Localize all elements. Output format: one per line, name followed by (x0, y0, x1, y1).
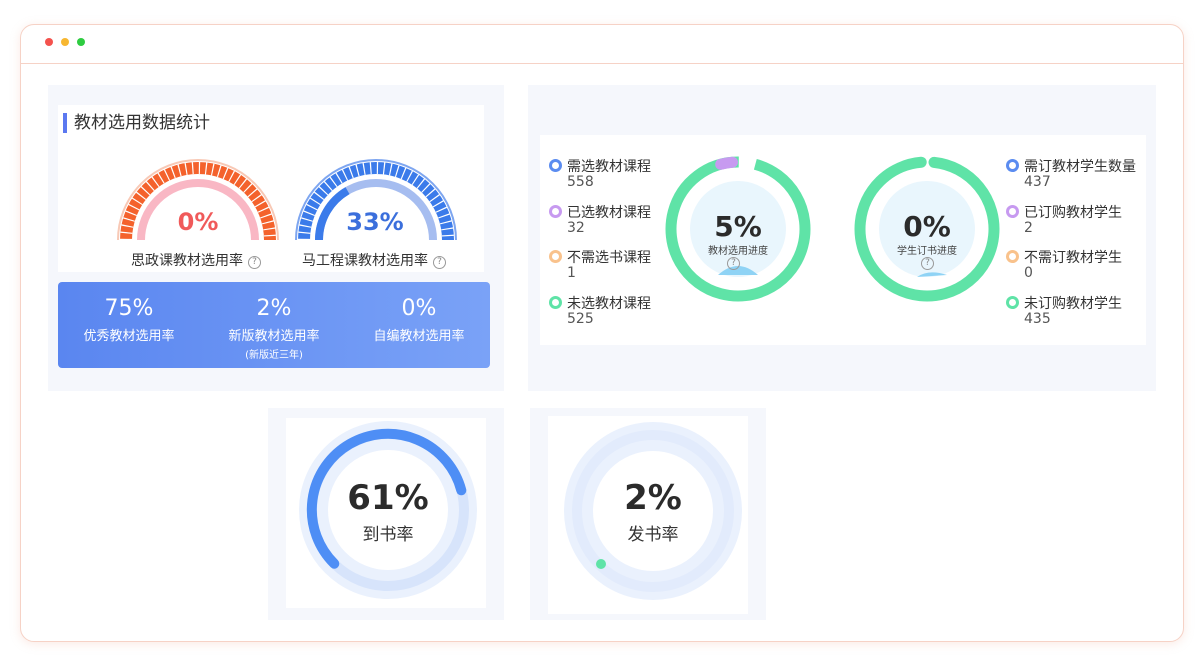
summary-bar: 75% 优秀教材选用率 2% 新版教材选用率 (新版近三年) 0% 自编教材选用… (58, 282, 490, 368)
legend-value: 437 (1024, 174, 1051, 190)
legend-label: 未订购教材学生 (1024, 295, 1122, 312)
summary-value: 0% (401, 296, 437, 321)
legend-label: 已选教材课程 (567, 204, 651, 221)
legend-value: 2 (1024, 219, 1033, 236)
gauge-magongcheng-tick-arc (298, 162, 454, 241)
legend-label: 未选教材课程 (567, 295, 651, 312)
legend-value: 0 (1024, 265, 1033, 281)
course-caption: 教材选用进度 (708, 246, 768, 257)
minimize-dot-icon[interactable] (61, 38, 69, 46)
student-donut-inner (879, 181, 975, 277)
arrival-ring-inner (328, 450, 448, 570)
legend-value: 525 (567, 310, 594, 327)
summary-label: 自编教材选用率 (373, 329, 465, 344)
course-donut-selected (665, 156, 811, 302)
summary-stat-self: 0% 自编教材选用率 (348, 296, 490, 344)
gauge-sizheng-inner-arc (137, 179, 259, 241)
student-caption: 学生订书进度 (897, 246, 957, 257)
issue-label: 发书率 (627, 525, 679, 545)
help-icon[interactable]: ? (921, 257, 934, 270)
legend-value: 558 (567, 174, 594, 190)
arrival-ring (299, 421, 477, 599)
arrival-ring-fill (306, 428, 467, 569)
gauge-magongcheng-value: 33% (346, 208, 404, 236)
student-donut-wave (917, 272, 947, 277)
issue-ring-track (572, 430, 734, 592)
student-donut (854, 156, 1000, 302)
legend-ring-icon (549, 159, 562, 172)
legend-ring-icon (549, 250, 562, 263)
gauge-sizheng-value: 0% (177, 208, 219, 236)
legend-value: 1 (567, 265, 576, 281)
help-icon[interactable]: ? (433, 256, 446, 269)
course-percent: 5% (714, 210, 762, 243)
maximize-dot-icon[interactable] (77, 38, 85, 46)
issue-percent: 2% (624, 478, 682, 518)
legend-label: 需选教材课程 (567, 159, 651, 175)
gauge-sizheng-label-text: 思政课教材选用率 (131, 253, 243, 269)
summary-label: 优秀教材选用率 (83, 329, 175, 344)
help-icon[interactable]: ? (727, 257, 740, 270)
legend-label: 不需订教材学生 (1024, 250, 1122, 266)
course-donut-inner (690, 181, 786, 277)
summary-sublabel: (新版近三年) (245, 350, 303, 361)
progress-card (540, 135, 1146, 345)
gauge-magongcheng-label: 马工程课教材选用率? (302, 250, 446, 270)
legend-ring-icon (1006, 159, 1019, 172)
legend-ring-icon (1006, 250, 1019, 263)
gauges-card (58, 105, 484, 272)
gauge-magongcheng-label-text: 马工程课教材选用率 (302, 253, 428, 269)
stats-panel-title: 教材选用数据统计 (63, 113, 210, 133)
gauge-sizheng (117, 159, 279, 241)
summary-stat-new: 2% 新版教材选用率 (新版近三年) (203, 296, 345, 361)
course-donut (665, 156, 811, 302)
legend-ring-icon (1006, 295, 1019, 309)
gauge-sizheng-tick-arc (120, 162, 276, 241)
student-percent: 0% (903, 210, 951, 243)
issue-ring-inner (593, 451, 713, 571)
legend-value: 435 (1024, 310, 1051, 327)
student-donut-track (854, 156, 1000, 302)
legend-ring-icon (549, 295, 562, 309)
legend-value: 32 (567, 219, 585, 236)
legend-label: 已订购教材学生 (1024, 204, 1122, 221)
summary-value: 75% (104, 296, 154, 321)
summary-label: 新版教材选用率 (228, 329, 320, 344)
arrival-label: 到书率 (362, 525, 414, 545)
legend-ring-icon (1006, 204, 1019, 218)
arrival-percent: 61% (347, 478, 429, 518)
issue-ring-fill-dot (596, 559, 606, 569)
issue-ring (564, 422, 742, 600)
legend-label: 需订教材学生数量 (1024, 159, 1136, 175)
arrival-text: 61% 到书率 (328, 478, 448, 545)
gauge-magongcheng (295, 159, 457, 241)
gauge-sizheng-label: 思政课教材选用率? (131, 250, 261, 270)
gauge-magongcheng-fill-arc (314, 187, 350, 241)
legend-ring-icon (549, 204, 562, 218)
summary-stat-excellent: 75% 优秀教材选用率 (58, 296, 200, 344)
issue-text: 2% 发书率 (593, 478, 713, 545)
help-icon[interactable]: ? (248, 256, 261, 269)
close-dot-icon[interactable] (45, 38, 53, 46)
legend-label: 不需选书课程 (567, 250, 651, 266)
course-donut-wave (718, 266, 758, 275)
gauge-sizheng-outer-arc (117, 159, 279, 241)
gauge-magongcheng-outer-arc (295, 159, 457, 241)
course-donut-track (665, 156, 811, 302)
summary-value: 2% (256, 296, 292, 321)
window-titlebar (21, 25, 1183, 64)
